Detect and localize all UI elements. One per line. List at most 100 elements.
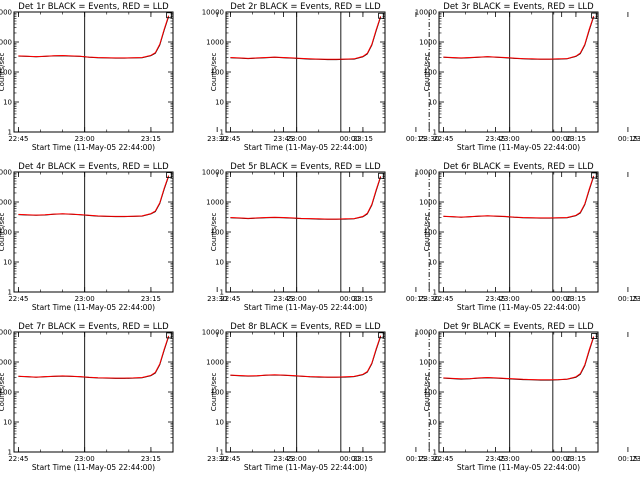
x-tick-label: 23:45 bbox=[273, 455, 293, 463]
y-axis-label: Counts/sec bbox=[0, 213, 6, 252]
events-series-line bbox=[230, 176, 382, 220]
y-axis-label: Counts/sec bbox=[423, 373, 431, 412]
lld-series-line bbox=[443, 15, 595, 60]
panel-title: Det 5r BLACK = Events, RED = LLD bbox=[230, 162, 381, 172]
y-tick-label: 100 bbox=[424, 229, 437, 237]
x-tick-label: 23:00 bbox=[75, 295, 95, 303]
x-tick-label: 22:45 bbox=[8, 135, 28, 143]
x-tick-label: 23:15 bbox=[141, 295, 161, 303]
x-tick-label: 00:15 bbox=[406, 295, 426, 303]
lld-series-line bbox=[18, 335, 170, 379]
panel-6: Det 6r BLACK = Events, RED = LLD 1 10 100 10… bbox=[415, 162, 640, 312]
panel-2: Det 2r BLACK = Events, RED = LLD 1 10 100 10… bbox=[202, 2, 638, 152]
panel-4: Det 4r BLACK = Events, RED = LLD11010010… bbox=[0, 162, 430, 312]
x-tick-label: 23:00 bbox=[287, 295, 307, 303]
y-tick-label: 1 bbox=[433, 289, 437, 297]
plot-frame bbox=[13, 11, 174, 133]
y-tick-label: 10000 bbox=[415, 169, 437, 177]
y-tick-label: 1000 bbox=[206, 39, 224, 47]
lld-series-line bbox=[230, 335, 382, 378]
panel-title: Det 2r BLACK = Events, RED = LLD bbox=[230, 2, 381, 12]
x-tick-label: 00:00 bbox=[340, 455, 360, 463]
x-axis-label: Start Time (11-May-05 22:44:00) bbox=[244, 463, 367, 472]
x-tick-label: 23:45 bbox=[273, 295, 293, 303]
lld-series-line bbox=[230, 16, 382, 60]
y-tick-label: 10000 bbox=[0, 169, 12, 177]
x-axis-label: Start Time (11-May-05 22:44:00) bbox=[457, 463, 580, 472]
x-tick-label: 23:30 bbox=[419, 455, 439, 463]
y-axis-label: Counts/sec bbox=[0, 53, 6, 92]
x-tick-label: 00:15 bbox=[618, 455, 638, 463]
x-tick-label: 22:45 bbox=[433, 135, 453, 143]
y-tick-label: 100 bbox=[0, 389, 12, 397]
x-tick-label: 23:30 bbox=[207, 455, 227, 463]
lld-series-line bbox=[18, 175, 170, 217]
x-tick-label: 23:30 bbox=[207, 135, 227, 143]
y-tick-label: 10000 bbox=[415, 9, 437, 17]
events-series-line bbox=[18, 176, 170, 218]
x-tick-label: 23:00 bbox=[500, 135, 520, 143]
panel-5: Det 5r BLACK = Events, RED = LLD 1 10 100 10… bbox=[202, 162, 638, 312]
panel-title: Det 1r BLACK = Events, RED = LLD bbox=[18, 2, 169, 12]
y-tick-label: 1 bbox=[433, 449, 437, 457]
y-tick-label: 100 bbox=[0, 229, 12, 237]
y-axis-label: Counts/sec bbox=[0, 373, 6, 412]
y-tick-label: 10 bbox=[215, 259, 224, 267]
series-end-marker bbox=[166, 332, 172, 339]
y-tick-label: 100 bbox=[0, 69, 12, 77]
x-axis-label: Start Time (11-May-05 22:44:00) bbox=[457, 143, 580, 152]
y-tick-label: 10000 bbox=[202, 169, 224, 177]
x-tick-label: 22:45 bbox=[8, 295, 28, 303]
y-tick-label: 100 bbox=[424, 69, 437, 77]
x-tick-label: 22:45 bbox=[433, 295, 453, 303]
x-tick-label: 00:00 bbox=[552, 455, 572, 463]
y-tick-label: 100 bbox=[211, 229, 224, 237]
x-tick-label: 23:00 bbox=[287, 455, 307, 463]
x-tick-label: 23:45 bbox=[485, 295, 505, 303]
plot-frame bbox=[225, 171, 386, 293]
plot-frame bbox=[438, 171, 599, 293]
lld-series-line bbox=[18, 15, 170, 59]
x-tick-label: 23:45 bbox=[485, 455, 505, 463]
y-tick-label: 10000 bbox=[202, 329, 224, 337]
x-axis-label: Start Time (11-May-05 22:44:00) bbox=[32, 463, 155, 472]
y-tick-label: 10 bbox=[3, 419, 12, 427]
y-tick-label: 10 bbox=[215, 99, 224, 107]
y-tick-label: 1000 bbox=[419, 39, 437, 47]
x-tick-label: 23:15 bbox=[141, 135, 161, 143]
x-axis-label: Start Time (11-May-05 22:44:00) bbox=[244, 303, 367, 312]
panel-9: Det 9r BLACK = Events, RED = LLD 1 10 100 10… bbox=[415, 322, 640, 472]
y-tick-label: 100 bbox=[211, 389, 224, 397]
panel-title: Det 7r BLACK = Events, RED = LLD bbox=[18, 322, 169, 332]
x-tick-label: 23:00 bbox=[75, 135, 95, 143]
y-tick-label: 1 bbox=[220, 129, 224, 137]
panel-title: Det 6r BLACK = Events, RED = LLD bbox=[443, 162, 594, 172]
events-series-line bbox=[443, 16, 595, 60]
plot-frame bbox=[225, 11, 386, 133]
events-series-line bbox=[230, 336, 382, 378]
lld-series-line bbox=[443, 336, 595, 381]
plot-frame bbox=[438, 331, 599, 453]
lld-series-line bbox=[230, 176, 382, 220]
series-end-marker bbox=[378, 332, 384, 339]
x-tick-label: 23:30 bbox=[632, 455, 640, 463]
y-tick-label: 1000 bbox=[0, 39, 12, 47]
x-tick-label: 22:45 bbox=[220, 455, 240, 463]
series-end-marker bbox=[591, 12, 597, 19]
events-series-line bbox=[230, 16, 382, 61]
y-tick-label: 1000 bbox=[0, 199, 12, 207]
y-tick-label: 1 bbox=[8, 449, 12, 457]
y-axis-label: Counts/sec bbox=[210, 373, 218, 412]
y-axis-label: Counts/sec bbox=[210, 53, 218, 92]
x-axis-label: Start Time (11-May-05 22:44:00) bbox=[32, 303, 155, 312]
y-tick-label: 1000 bbox=[0, 359, 12, 367]
x-tick-label: 23:30 bbox=[632, 135, 640, 143]
y-tick-label: 1 bbox=[433, 129, 437, 137]
x-tick-label: 22:45 bbox=[433, 455, 453, 463]
y-tick-label: 10 bbox=[428, 99, 437, 107]
y-tick-label: 100 bbox=[211, 69, 224, 77]
y-tick-label: 10000 bbox=[0, 9, 12, 17]
x-tick-label: 23:15 bbox=[353, 295, 373, 303]
